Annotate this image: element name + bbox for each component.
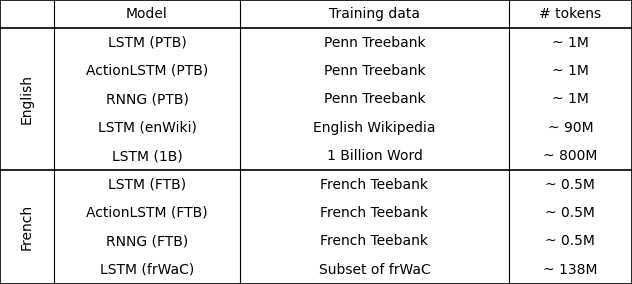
Text: LSTM (frWaC): LSTM (frWaC) — [100, 263, 194, 277]
Text: LSTM (1B): LSTM (1B) — [112, 149, 182, 163]
Text: LSTM (FTB): LSTM (FTB) — [108, 178, 186, 192]
Text: ~ 0.5M: ~ 0.5M — [545, 178, 595, 192]
Text: French: French — [20, 204, 34, 250]
Text: Penn Treebank: Penn Treebank — [324, 64, 425, 78]
Text: ~ 1M: ~ 1M — [552, 92, 589, 106]
Text: ~ 1M: ~ 1M — [552, 36, 589, 50]
Text: RNNG (FTB): RNNG (FTB) — [106, 234, 188, 248]
Text: LSTM (PTB): LSTM (PTB) — [107, 36, 186, 50]
Text: RNNG (PTB): RNNG (PTB) — [106, 92, 188, 106]
Text: ActionLSTM (FTB): ActionLSTM (FTB) — [86, 206, 208, 220]
Text: ~ 90M: ~ 90M — [547, 121, 593, 135]
Text: ~ 800M: ~ 800M — [543, 149, 598, 163]
Text: English Wikipedia: English Wikipedia — [313, 121, 435, 135]
Text: French Teebank: French Teebank — [320, 178, 428, 192]
Text: ~ 0.5M: ~ 0.5M — [545, 206, 595, 220]
Text: ActionLSTM (PTB): ActionLSTM (PTB) — [86, 64, 208, 78]
Text: French Teebank: French Teebank — [320, 234, 428, 248]
Text: Subset of frWaC: Subset of frWaC — [319, 263, 430, 277]
Text: # tokens: # tokens — [539, 7, 602, 21]
Text: ~ 0.5M: ~ 0.5M — [545, 234, 595, 248]
Text: Model: Model — [126, 7, 168, 21]
Text: LSTM (enWiki): LSTM (enWiki) — [97, 121, 197, 135]
Text: ~ 138M: ~ 138M — [543, 263, 598, 277]
Text: Penn Treebank: Penn Treebank — [324, 92, 425, 106]
Text: Training data: Training data — [329, 7, 420, 21]
Text: French Teebank: French Teebank — [320, 206, 428, 220]
Text: English: English — [20, 74, 34, 124]
Text: 1 Billion Word: 1 Billion Word — [327, 149, 422, 163]
Text: Penn Treebank: Penn Treebank — [324, 36, 425, 50]
Text: ~ 1M: ~ 1M — [552, 64, 589, 78]
